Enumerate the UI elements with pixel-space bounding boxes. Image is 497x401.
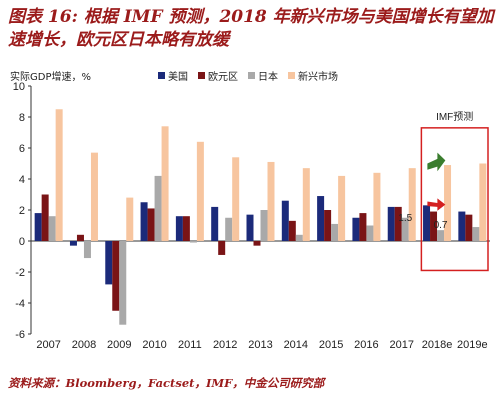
bar-欧元区-2009: [112, 241, 120, 311]
bar-美国-2011: [175, 216, 183, 241]
bar-欧元区-2012: [218, 241, 226, 255]
bar-美国-2010: [140, 202, 148, 241]
x-tick-label: 2017: [389, 339, 413, 351]
x-tick-label: 2016: [354, 339, 378, 351]
bar-欧元区-2019e: [465, 214, 473, 241]
legend-item-us: 美国: [158, 68, 188, 83]
value-label: 0.7: [434, 220, 448, 231]
bar-美国-2008: [69, 241, 77, 246]
legend: 美国 欧元区 日本 新兴市场: [158, 68, 338, 83]
bar-美国-2014: [281, 200, 289, 241]
bar-新兴市场-2007: [55, 109, 63, 241]
flat-arrow-icon: [427, 198, 446, 211]
bar-欧元区-2010: [147, 208, 155, 241]
bar-日本-2015: [331, 223, 339, 241]
bar-日本-2009: [119, 241, 127, 325]
source-note: 资料来源：Bloomberg，Factset，IMF，中金公司研究部: [8, 376, 325, 390]
y-tick-label: 8: [19, 112, 25, 124]
bar-新兴市场-2019e: [479, 163, 487, 241]
y-tick-label: -2: [15, 267, 25, 279]
bar-日本-2017: [401, 217, 409, 241]
bar-日本-2007: [48, 216, 56, 241]
bar-美国-2015: [317, 196, 325, 241]
bar-美国-2012: [211, 206, 219, 241]
up-arrow-icon: [427, 152, 446, 172]
bar-日本-2014: [295, 234, 303, 241]
x-tick-label: 2008: [72, 339, 96, 351]
bar-日本-2019e: [472, 227, 480, 241]
y-tick-label: 2: [19, 205, 25, 217]
bar-美国-2007: [34, 213, 42, 241]
bar-新兴市场-2009: [126, 197, 134, 241]
bar-新兴市场-2010: [161, 126, 169, 241]
x-tick-label: 2018e: [422, 339, 453, 351]
legend-label-eurozone: 欧元区: [208, 72, 238, 83]
y-tick-label: 10: [13, 81, 25, 93]
bar-欧元区-2016: [359, 213, 367, 241]
bar-欧元区-2007: [41, 194, 49, 241]
bar-日本-2018e: [437, 230, 445, 241]
value-label: 1.5: [398, 213, 412, 224]
bar-新兴市场-2012: [232, 157, 240, 241]
bar-欧元区-2013: [253, 241, 261, 246]
legend-item-emerging: 新兴市场: [288, 68, 338, 83]
legend-swatch-us: [158, 72, 165, 79]
bar-日本-2011: [189, 241, 197, 243]
x-tick-label: 2010: [142, 339, 166, 351]
bar-美国-2017: [387, 206, 395, 241]
legend-swatch-japan: [248, 72, 255, 79]
bar-新兴市场-2018e: [444, 165, 452, 241]
legend-label-us: 美国: [168, 72, 188, 83]
bar-新兴市场-2008: [90, 152, 98, 241]
chart-title: 图表 16: 根据 IMF 预测，2018 年新兴市场与美国增长有望加速增长，欧…: [8, 7, 494, 50]
y-tick-label: -4: [15, 298, 25, 310]
x-tick-label: 2019e: [457, 339, 488, 351]
x-tick-label: 2012: [213, 339, 237, 351]
bar-日本-2008: [83, 241, 91, 259]
y-axis-label: 实际GDP增速，%: [10, 72, 91, 83]
legend-label-japan: 日本: [258, 72, 278, 83]
forecast-box: [420, 127, 489, 272]
y-tick-label: 6: [19, 143, 25, 155]
y-tick-label: 0: [19, 236, 25, 248]
bar-欧元区-2011: [182, 216, 190, 241]
bar-美国-2019e: [458, 211, 466, 241]
bar-美国-2016: [352, 217, 360, 241]
legend-label-emerging: 新兴市场: [298, 72, 338, 83]
bar-新兴市场-2014: [302, 168, 310, 241]
x-tick-label: 2007: [36, 339, 60, 351]
bar-日本-2013: [260, 210, 268, 241]
bar-新兴市场-2011: [196, 141, 204, 241]
bar-新兴市场-2015: [338, 175, 346, 241]
bar-美国-2009: [105, 241, 113, 285]
bar-日本-2010: [154, 175, 162, 241]
x-tick-label: 2009: [107, 339, 131, 351]
bar-欧元区-2014: [288, 220, 296, 241]
legend-item-japan: 日本: [248, 68, 278, 83]
bar-美国-2018e: [423, 205, 431, 241]
bar-新兴市场-2017: [408, 168, 416, 241]
x-tick-label: 2011: [178, 339, 202, 351]
legend-swatch-emerging: [288, 72, 295, 79]
legend-item-eurozone: 欧元区: [198, 68, 238, 83]
bar-欧元区-2017: [394, 206, 402, 241]
bar-欧元区-2018e: [430, 211, 438, 241]
bar-日本-2012: [225, 217, 233, 241]
bar-新兴市场-2016: [373, 172, 381, 241]
x-tick-label: 2015: [319, 339, 343, 351]
legend-swatch-eurozone: [198, 72, 205, 79]
x-tick-label: 2013: [248, 339, 272, 351]
bar-欧元区-2008: [76, 234, 84, 241]
bar-欧元区-2015: [324, 210, 332, 241]
bar-新兴市场-2013: [267, 161, 275, 241]
x-tick-label: 2014: [284, 339, 308, 351]
bar-日本-2016: [366, 225, 374, 241]
y-tick-label: 4: [19, 174, 25, 186]
y-tick-label: -6: [15, 329, 25, 341]
bar-美国-2013: [246, 214, 254, 241]
forecast-box-label: IMF预测: [436, 110, 473, 123]
